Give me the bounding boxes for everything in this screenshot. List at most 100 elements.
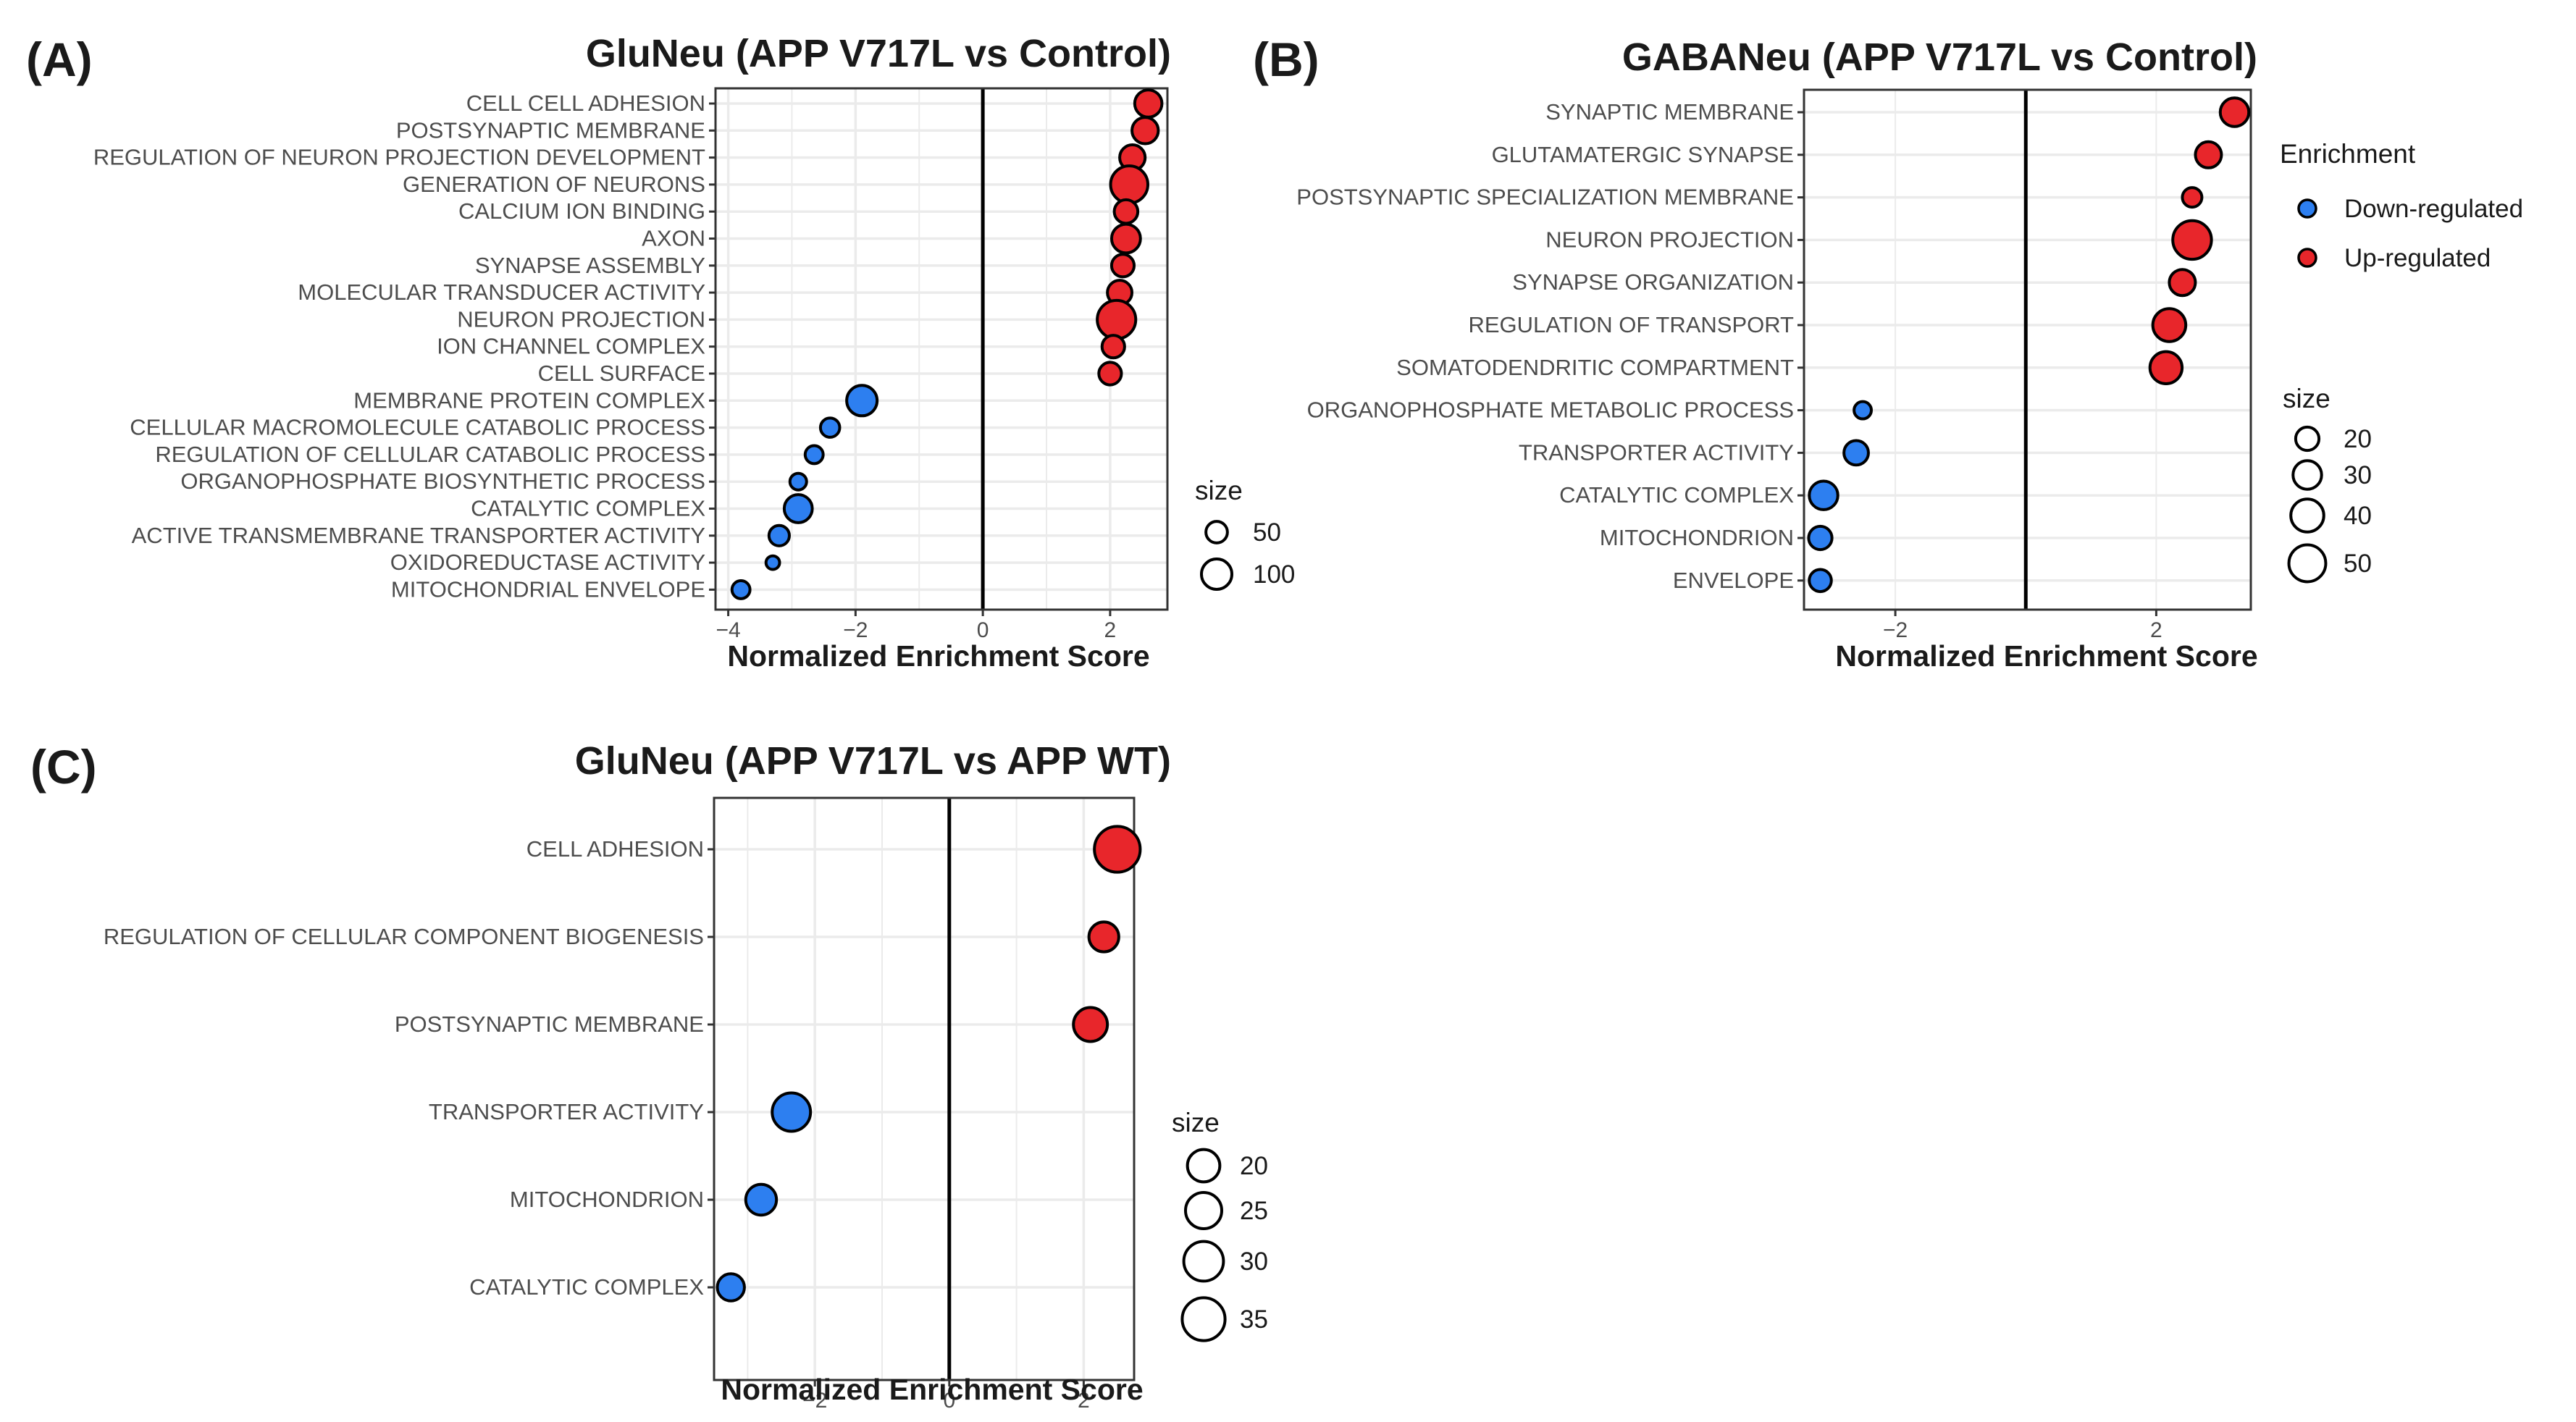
panel-b-plot: −2 2 SYNAPTIC MEMBRANE GLUTAMATERGIC SYNAPS… — [1296, 88, 2252, 642]
panel-b-x-tick-label: 2 — [2150, 618, 2162, 642]
panel-b-size-legend-label: 40 — [2344, 502, 2372, 530]
panel-a-term-label: MITOCHONDRIAL ENVELOPE — [391, 576, 705, 602]
panel-b-point-envelope — [1808, 568, 1833, 594]
panel-a-term-label: NEURON PROJECTION — [457, 306, 705, 332]
panel-b-term-label: SOMATODENDRITIC COMPARTMENT — [1396, 355, 1794, 380]
panel-b-size-legend-label: 30 — [2344, 461, 2372, 489]
panel-b-term-label: SYNAPSE ORGANIZATION — [1512, 269, 1794, 295]
panel-c-size-legend-circle — [1182, 1240, 1225, 1283]
enrichment-legend-title: Enrichment — [2280, 139, 2416, 169]
panel-a-point-membrane-protein-complex — [845, 384, 879, 418]
panel-c-size-legend: 20 25 30 35 — [1180, 1148, 1268, 1342]
panel-b-term-label: REGULATION OF TRANSPORT — [1468, 312, 1794, 337]
panel-b-point-transporter-activity — [1842, 439, 1870, 467]
panel-a-point-postsynaptic-membrane — [1130, 116, 1160, 146]
panel-c-label: (C) — [30, 740, 97, 794]
panel-c-term-label: REGULATION OF CELLULAR COMPONENT BIOGENE… — [104, 924, 704, 949]
panel-b-point-somatodendritic-compartment — [2148, 350, 2184, 385]
panel-a-point-neuron-projection — [1096, 298, 1138, 340]
panel-a-size-legend-circle — [1204, 520, 1229, 544]
panel-a-term-label: AXON — [642, 226, 705, 251]
panel-c-plot-border — [713, 796, 1136, 1381]
panel-c-size-legend-label: 20 — [1240, 1152, 1268, 1180]
panel-c: (C) GluNeu (APP V717L vs APP WT) −2 0 2 CEL… — [30, 739, 1268, 1413]
panel-a-term-label: SYNAPSE ASSEMBLY — [475, 253, 705, 278]
panel-a-term-label: CELLULAR MACROMOLECULE CATABOLIC PROCESS — [130, 415, 705, 440]
panel-c-point-postsynaptic-membrane — [1072, 1006, 1109, 1043]
panel-c-size-legend-title: size — [1172, 1108, 1220, 1137]
panel-a-term-label: MOLECULAR TRANSDUCER ACTIVITY — [298, 279, 705, 305]
panel-b-x-axis-label: Normalized Enrichment Score — [1835, 639, 2257, 673]
panel-b-title: GABANeu (APP V717L vs Control) — [1622, 35, 2257, 79]
panel-a-point-organophosphate-biosynthetic-process — [788, 471, 808, 492]
panel-c-x-axis-label: Normalized Enrichment Score — [721, 1373, 1143, 1406]
panel-b-size-legend-title: size — [2283, 384, 2330, 413]
panel-c-title: GluNeu (APP V717L vs APP WT) — [575, 739, 1171, 783]
panel-a-term-label: GENERATION OF NEURONS — [403, 172, 705, 197]
panel-a-point-cell-cell-adhesion — [1133, 88, 1164, 119]
panel-b-term-label: GLUTAMATERGIC SYNAPSE — [1492, 142, 1794, 167]
enrichment-legend-key-up-regulated — [2297, 248, 2317, 268]
panel-a-term-label: OXIDOREDUCTASE ACTIVITY — [390, 550, 705, 575]
enrichment-legend-key-down-regulated — [2297, 198, 2317, 219]
panel-b-point-regulation-of-transport — [2151, 307, 2188, 343]
panel-a-term-label: REGULATION OF CELLULAR CATABOLIC PROCESS — [155, 442, 705, 467]
panel-b-point-synapse-organization — [2168, 268, 2197, 298]
panel-b-size-legend: 20 30 40 50 — [2287, 425, 2372, 584]
panel-a-point-calcium-ion-binding — [1112, 198, 1140, 225]
panel-b-plot-border — [1803, 88, 2252, 611]
panel-b-point-synaptic-membrane — [2218, 96, 2251, 128]
panel-a-x-tick-label: −4 — [716, 618, 740, 642]
panel-c-x-tick-label: 2 — [1078, 1389, 1090, 1413]
panel-a-term-label: ACTIVE TRANSMEMBRANE TRANSPORTER ACTIVIT… — [132, 523, 705, 548]
panel-a-point-oxidoreductase-activity — [764, 554, 781, 571]
panel-c-size-legend-circle — [1186, 1148, 1222, 1184]
panel-a-plot-area — [716, 88, 1167, 610]
panel-a-x-tick-label: 2 — [1104, 618, 1117, 642]
panel-b-size-legend-circle — [2294, 425, 2321, 453]
panel-b-term-label: POSTSYNAPTIC SPECIALIZATION MEMBRANE — [1296, 185, 1794, 210]
panel-a-label: (A) — [26, 33, 93, 86]
panel-b-point-neuron-projection — [2171, 219, 2213, 261]
panel-a-term-label: ORGANOPHOSPHATE BIOSYNTHETIC PROCESS — [180, 468, 705, 494]
panel-b-size-legend-label: 20 — [2344, 425, 2372, 453]
enrichment-legend: Down-regulated Up-regulated — [2297, 195, 2523, 272]
panel-a-term-label: CELL CELL ADHESION — [466, 91, 705, 116]
panel-a-point-regulation-of-cellular-catabolic-process — [803, 444, 825, 466]
panel-a-plot-border — [714, 87, 1169, 611]
panel-a: (A) GluNeu (APP V717L vs Control) −4 −2 0 2… — [26, 32, 1295, 673]
panel-b-point-glutamatergic-synapse — [2194, 140, 2223, 169]
panel-c-term-label: MITOCHONDRION — [510, 1187, 704, 1212]
panel-b-term-label: CATALYTIC COMPLEX — [1559, 482, 1794, 508]
panel-b-term-label: SYNAPTIC MEMBRANE — [1545, 99, 1794, 125]
panel-c-point-regulation-of-cellular-component-biogenesis — [1087, 920, 1120, 954]
panel-a-term-label: REGULATION OF NEURON PROJECTION DEVELOPM… — [93, 145, 705, 170]
panel-c-point-mitochondrion — [744, 1182, 779, 1217]
panel-a-point-generation-of-neurons — [1109, 164, 1149, 205]
panel-c-size-legend-label: 35 — [1240, 1305, 1268, 1334]
panel-c-term-label: CELL ADHESION — [526, 836, 704, 862]
panel-c-term-label: POSTSYNAPTIC MEMBRANE — [395, 1011, 704, 1037]
panel-a-point-mitochondrial-envelope — [730, 579, 752, 600]
panel-a-point-ion-channel-complex — [1100, 334, 1126, 360]
panel-b-term-label: ENVELOPE — [1673, 568, 1794, 593]
panel-b-point-postsynaptic-specialization-membrane — [2181, 186, 2204, 209]
panel-b-size-legend-circle — [2287, 543, 2328, 584]
panel-a-point-catalytic-complex — [782, 493, 814, 524]
panel-c-x-tick-label: −2 — [802, 1389, 827, 1413]
panel-c-plot-area — [714, 798, 1134, 1380]
panel-a-point-cellular-macromolecule-catabolic-process — [818, 416, 842, 439]
panel-b-point-organophosphate-metabolic-process — [1853, 400, 1874, 421]
panel-a-term-label: CATALYTIC COMPLEX — [471, 496, 705, 521]
panel-a-size-legend-label: 100 — [1253, 560, 1295, 589]
panel-b-point-catalytic-complex — [1808, 479, 1839, 511]
panel-b-term-label: ORGANOPHOSPHATE METABOLIC PROCESS — [1307, 397, 1794, 423]
panel-b-size-legend-circle — [2289, 497, 2325, 534]
panel-a-point-synapse-assembly — [1109, 253, 1136, 279]
panel-c-point-transporter-activity — [771, 1091, 813, 1133]
panel-b-point-mitochondrion — [1807, 524, 1834, 552]
panel-a-term-label: MEMBRANE PROTEIN COMPLEX — [353, 387, 705, 413]
panel-a-point-axon — [1109, 222, 1142, 255]
